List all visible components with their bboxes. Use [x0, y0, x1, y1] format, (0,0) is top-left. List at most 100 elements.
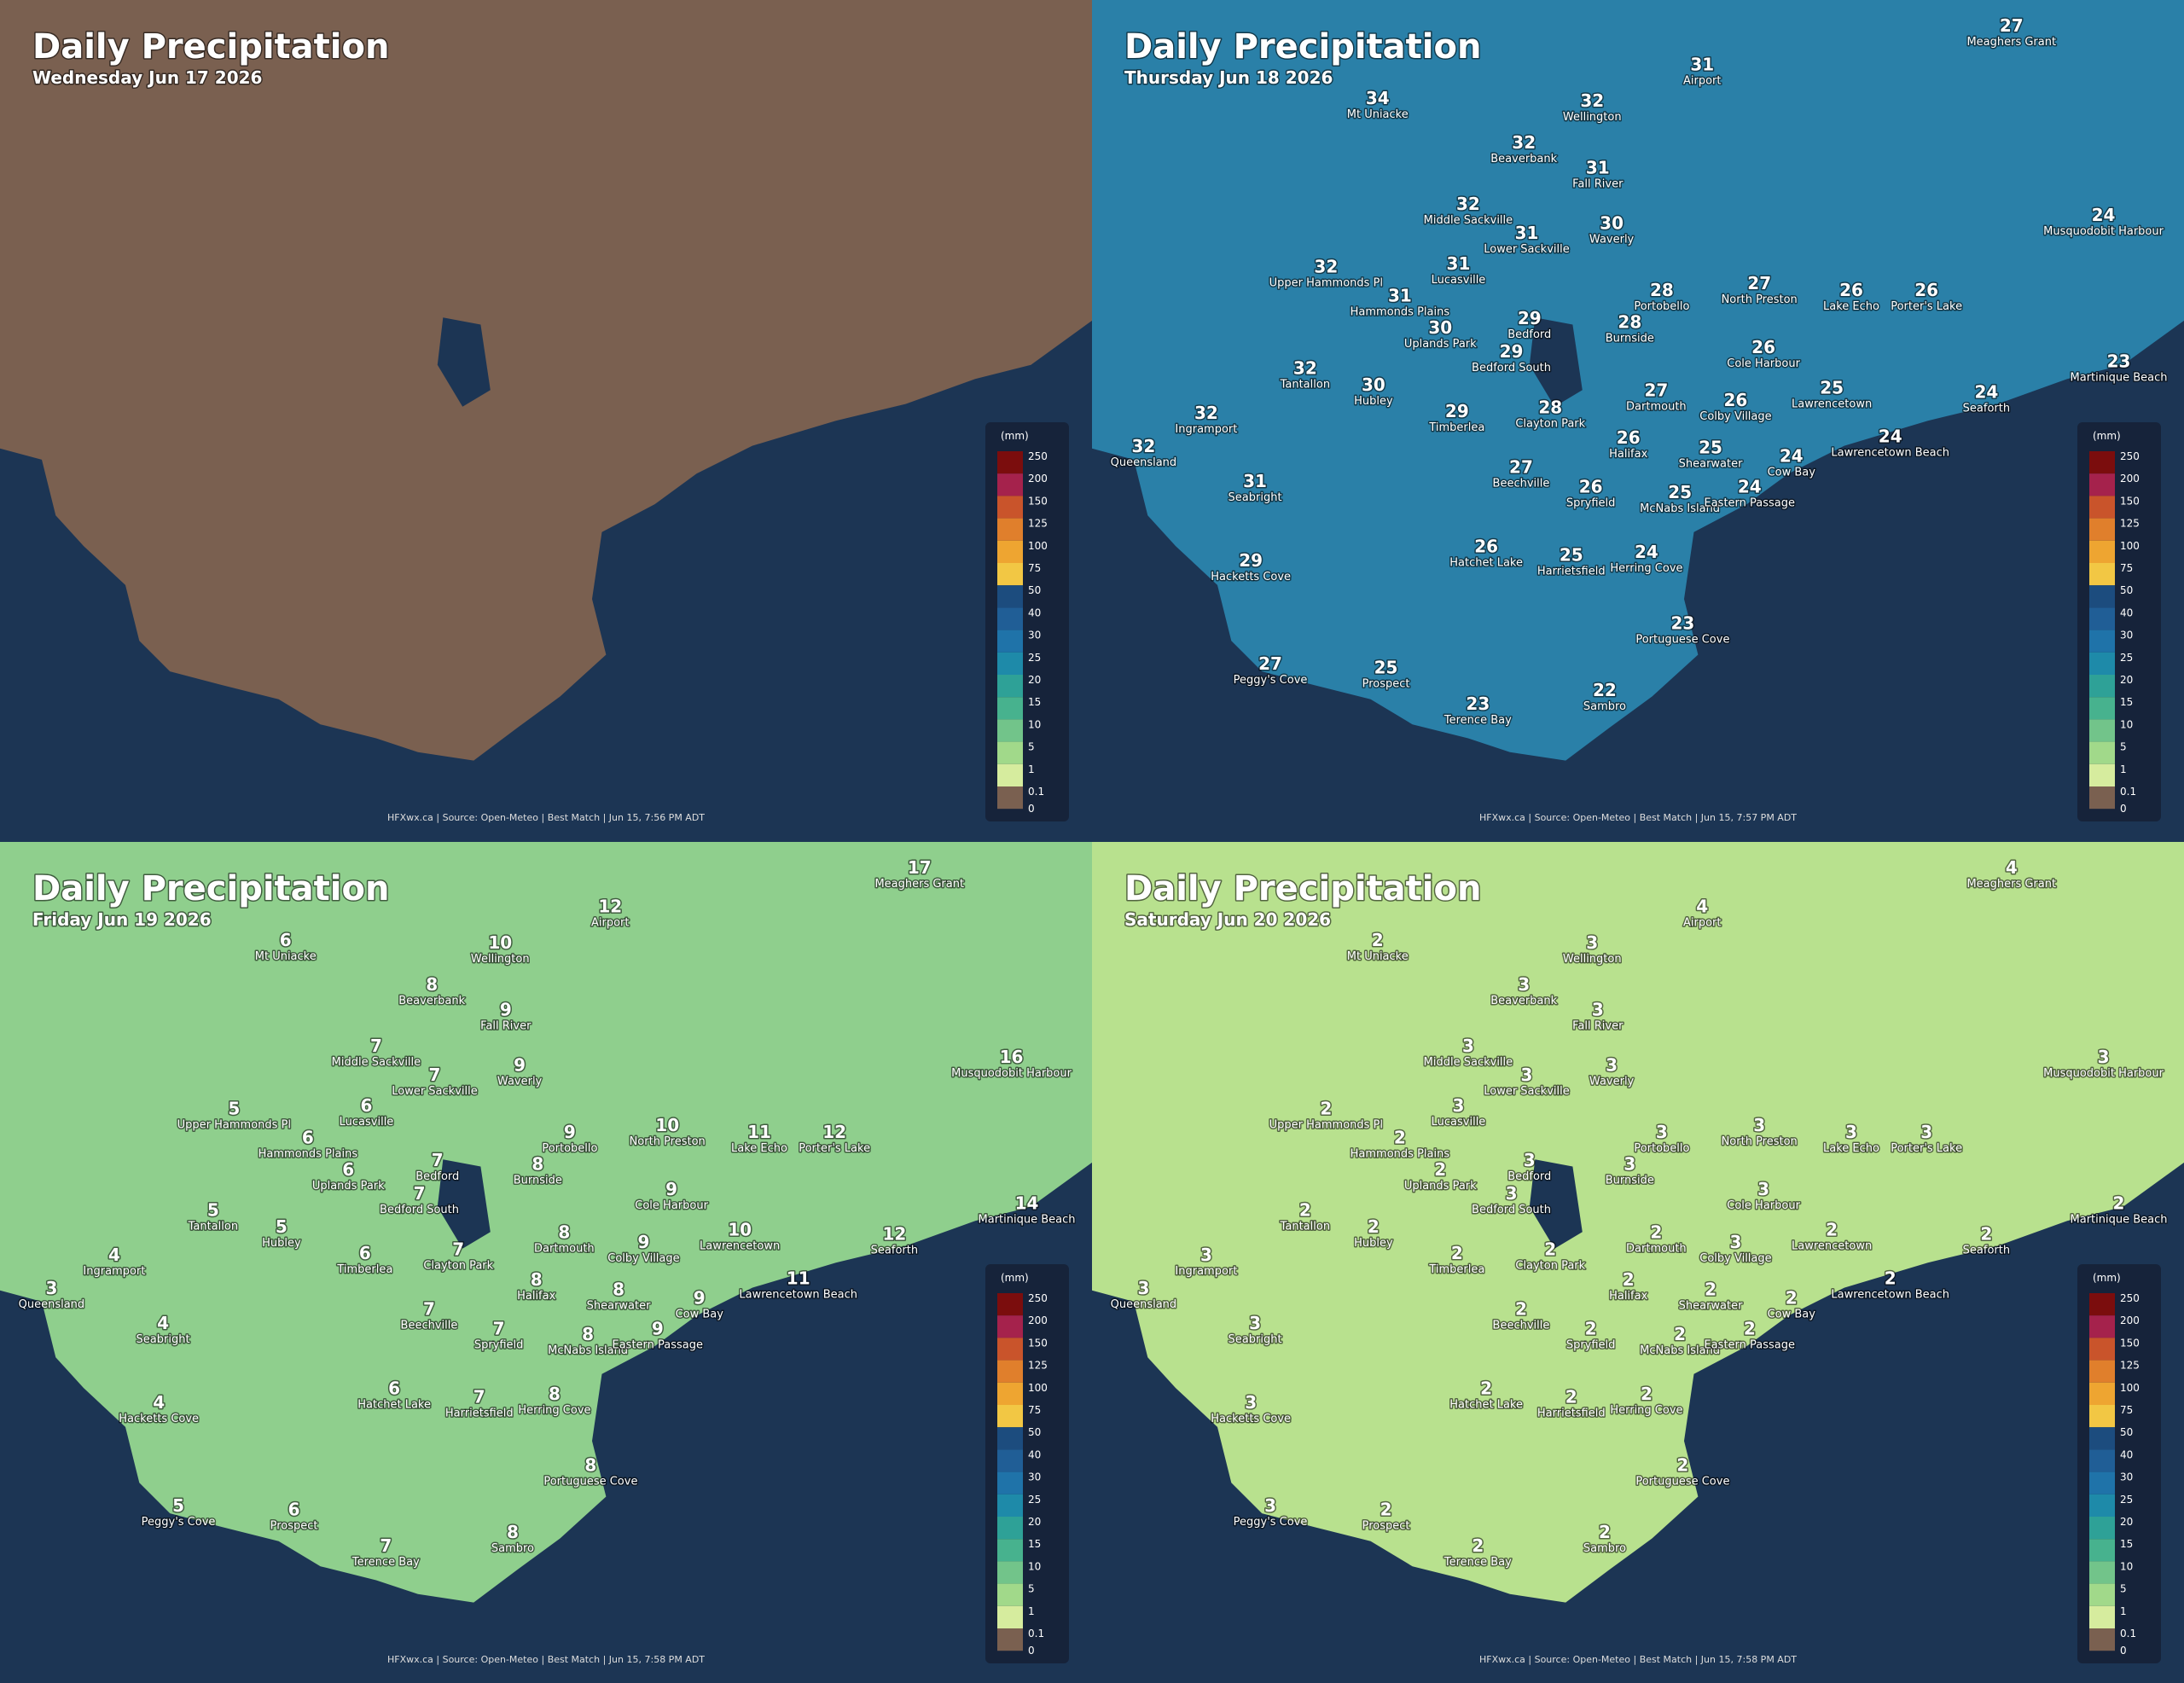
place-value: 2 — [1599, 1522, 1611, 1542]
place-value: 9 — [564, 1122, 576, 1142]
place-name: Tantallon — [188, 1221, 238, 1233]
place-name: Meaghers Grant — [1966, 36, 2056, 49]
place-name: Lawrencetown Beach — [1831, 1289, 1949, 1302]
legend-label: 75 — [1028, 562, 1041, 574]
place-name: Lake Echo — [1823, 1142, 1879, 1155]
place-name: Tantallon — [1280, 1221, 1330, 1233]
place-value: 3 — [1245, 1392, 1257, 1413]
place-value: 29 — [1518, 308, 1542, 328]
place-value: 11 — [747, 1122, 771, 1142]
legend-swatch — [997, 1405, 1023, 1428]
place-value: 27 — [1509, 457, 1533, 478]
legend-swatch — [2089, 1427, 2115, 1450]
place-name: Dartmouth — [1626, 1243, 1687, 1256]
place-value: 7 — [380, 1535, 392, 1556]
place-value: 6 — [302, 1128, 314, 1148]
legend-swatch — [997, 630, 1023, 653]
legend-swatch — [997, 763, 1023, 786]
place-name: Ingramport — [1175, 1265, 1237, 1278]
legend-swatch — [997, 585, 1023, 608]
place-name: Middle Sackville — [1424, 214, 1513, 227]
place-name: Terence Bay — [1443, 714, 1512, 727]
place-value: 26 — [1617, 427, 1641, 448]
place-value: 4 — [1696, 897, 1708, 917]
place-name: Sambro — [1583, 700, 1626, 713]
place-value: 5 — [172, 1495, 184, 1516]
place-name: Musquodobit Harbour — [951, 1067, 1072, 1080]
place-value: 30 — [1362, 374, 1385, 395]
legend-swatch — [2089, 585, 2115, 608]
place-name: Burnside — [514, 1175, 562, 1187]
place-value: 2 — [2113, 1193, 2125, 1213]
place-value: 2 — [1368, 1216, 1380, 1237]
place-value: 3 — [1592, 999, 1604, 1019]
legend-swatch — [997, 1338, 1023, 1361]
place-name: Prospect — [270, 1520, 318, 1533]
legend-label: 1 — [2120, 1605, 2127, 1617]
legend-label: 75 — [1028, 1404, 1041, 1416]
place-value: 29 — [1239, 550, 1263, 571]
place-value: 6 — [361, 1095, 373, 1116]
place-name: Airport — [1683, 75, 1722, 88]
place-value: 10 — [655, 1115, 679, 1135]
place-name: Mt Uniacke — [1347, 950, 1409, 963]
place-name: Portobello — [1634, 300, 1689, 313]
place-value: 3 — [1453, 1095, 1465, 1116]
legend-swatch — [997, 1517, 1023, 1540]
place-value: 4 — [157, 1313, 169, 1333]
place-name: Harrietsfield — [1537, 565, 1606, 577]
place-name: Queensland — [1111, 1298, 1177, 1311]
place-name: McNabs Island — [548, 1344, 628, 1357]
place-value: 2 — [1705, 1280, 1716, 1300]
place-value: 31 — [1388, 286, 1412, 306]
legend-swatch — [997, 496, 1023, 519]
place-value: 9 — [514, 1055, 526, 1076]
place-value: 8 — [549, 1384, 561, 1404]
place-value: 28 — [1650, 280, 1674, 300]
legend-label: 50 — [2120, 584, 2133, 596]
place-value: 8 — [584, 1454, 596, 1475]
place-value: 27 — [2000, 15, 2024, 36]
place-name: Peggy's Cove — [1234, 1516, 1308, 1529]
legend-swatch — [2089, 1338, 2115, 1361]
place-value: 11 — [787, 1268, 810, 1289]
place-name: Hammonds Plains — [1350, 306, 1450, 319]
place-value: 25 — [1668, 482, 1692, 502]
place-name: Colby Village — [607, 1252, 679, 1265]
legend-label: 250 — [1028, 450, 1048, 462]
place-name: Uplands Park — [1404, 1180, 1477, 1193]
place-value: 3 — [2098, 1047, 2110, 1067]
source-footer: HFXwx.ca | Source: Open-Meteo | Best Mat… — [387, 1654, 705, 1665]
legend-swatch — [997, 1539, 1023, 1562]
place-value: 3 — [45, 1278, 57, 1298]
legend-label: 5 — [2120, 1583, 2127, 1595]
place-value: 23 — [1670, 612, 1694, 633]
place-name: Terence Bay — [1443, 1556, 1512, 1569]
legend-label: 15 — [1028, 696, 1041, 708]
place-value: 3 — [1518, 974, 1530, 995]
place-name: Mt Uniacke — [1347, 108, 1409, 121]
place-name: Beaverbank — [1490, 153, 1557, 165]
place-name: Lake Echo — [1823, 300, 1879, 313]
legend-label: 20 — [2120, 1516, 2133, 1528]
place-name: Tantallon — [1280, 379, 1330, 392]
place-name: Halifax — [1609, 1290, 1648, 1303]
legend-label: 0 — [2120, 1645, 2127, 1657]
legend-swatch — [997, 675, 1023, 698]
place-value: 2 — [1641, 1384, 1653, 1404]
place-value: 3 — [1524, 1150, 1536, 1170]
legend-swatch — [2089, 1539, 2115, 1562]
legend-label: 25 — [2120, 652, 2133, 664]
place-value: 26 — [1751, 337, 1775, 357]
place-value: 17 — [908, 857, 932, 878]
place-value: 24 — [1879, 427, 1902, 447]
place-name: Lucasville — [1432, 1116, 1486, 1129]
place-value: 3 — [1623, 1154, 1635, 1175]
source-footer: HFXwx.ca | Source: Open-Meteo | Best Mat… — [1479, 1654, 1797, 1665]
place-value: 10 — [728, 1219, 752, 1239]
legend-label: 0 — [2120, 803, 2127, 815]
place-name: Portobello — [542, 1142, 597, 1155]
place-name: Hatchet Lake — [1449, 1399, 1523, 1412]
place-name: Musquodobit Harbour — [2043, 225, 2164, 238]
legend-swatch — [997, 719, 1023, 742]
